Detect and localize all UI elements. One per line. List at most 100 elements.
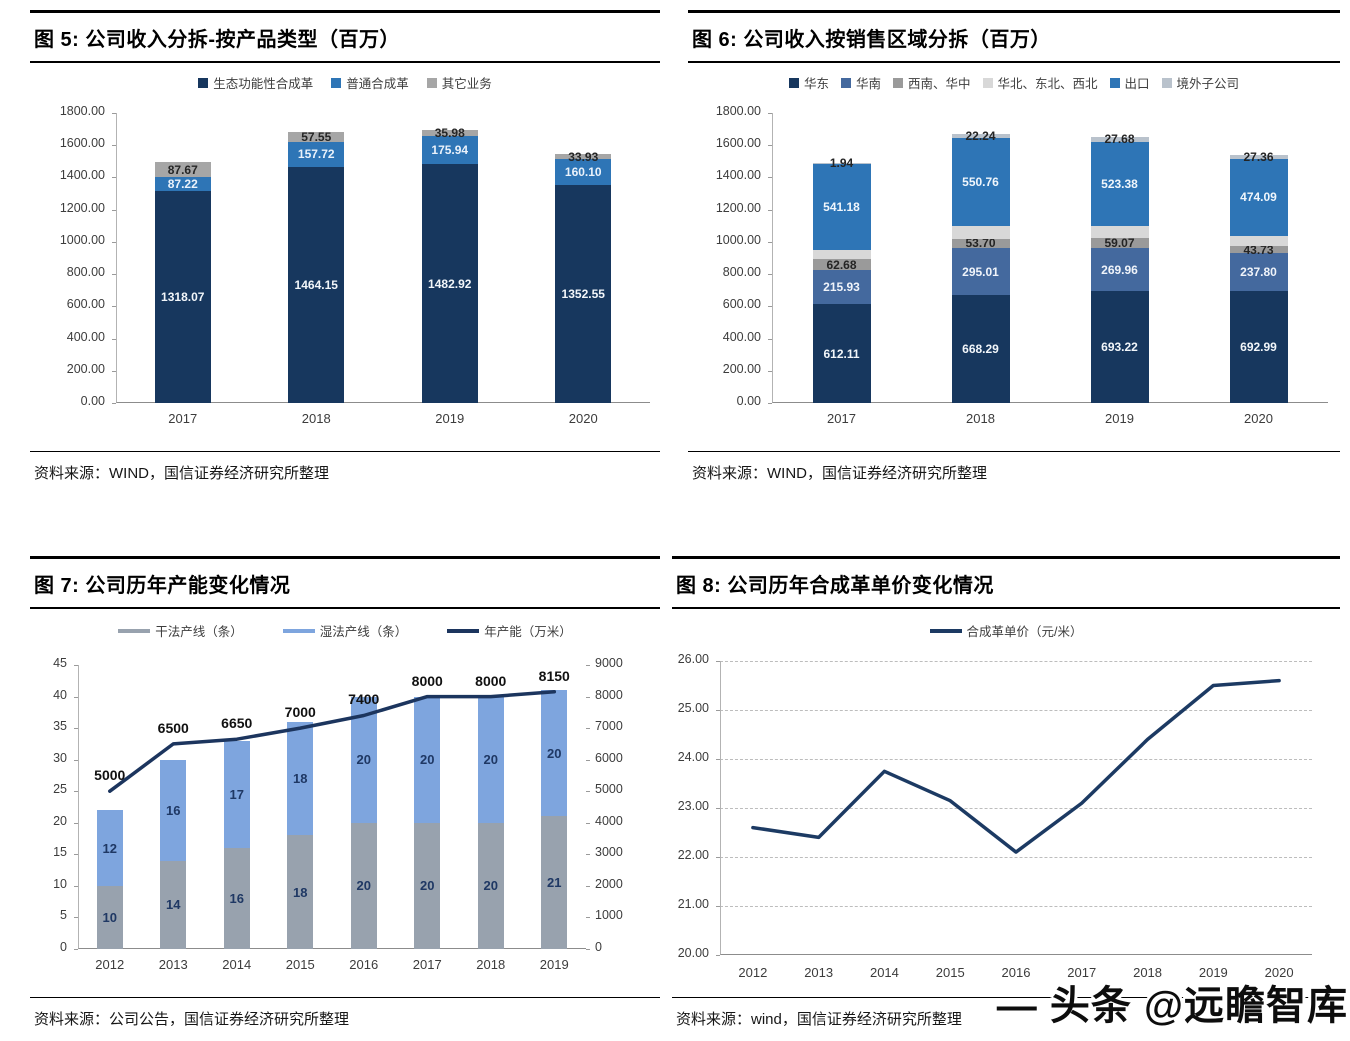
y-axis-tick-label: 1400.00 [59,168,105,183]
legend-item: 干法产线（条） [118,621,243,640]
y-axis-tick-label: 400.00 [722,329,761,344]
bar-value-label: 57.55 [301,130,332,145]
figure-panel-7: 图 7: 公司历年产能变化情况 干法产线（条） 湿法产线（条） 年产能（万米） 0 5 1… [30,556,660,1036]
legend-square-swatch [1161,77,1172,88]
legend-item: 其它业务 [426,73,492,92]
bar-segment [1229,235,1288,246]
y-axis-tick-mark [112,306,116,308]
legend-item: 合成革单价（元/米） [929,621,1082,640]
line-point-label: 8000 [475,672,507,689]
bar-value-label: 16 [166,802,181,818]
bar-segment: 33.93 [555,151,612,163]
legend-item: 华东 [788,73,829,92]
y-axis-tick-label: 1000.00 [59,232,105,247]
bar-value-label: 21 [547,875,562,891]
figure-panel-8: 图 8: 公司历年合成革单价变化情况 合成革单价（元/米） 20.00 21.00 2… [672,556,1340,1036]
y-axis-tick-label: 0.00 [80,394,105,408]
figure-8-chart: 合成革单价（元/米） 20.00 21.00 22.00 23.00 24.00 25.00… [672,609,1340,997]
x-axis-tick-label: 2014 [222,957,252,972]
y-axis-tick-label: 800.00 [66,265,105,280]
toutiao-watermark: — 头条 @远瞻智库 [996,984,1348,1028]
bar-segment: 20 [477,822,504,949]
figure-5-chart: 生态功能性合成革 普通合成革 其它业务 0.00 200.00 400.00 600.00 8… [30,63,660,451]
legend-label: 干法产线（条） [155,625,243,639]
bar-segment: 57.55 [288,130,345,145]
y-axis-tick-label: 1800.00 [715,104,761,118]
bar-segment: 157.72 [288,141,345,168]
legend-square-swatch [788,77,799,88]
y-axis-tick-label: 20.00 [677,946,709,960]
x-axis-tick-label: 2015 [285,957,315,972]
y-axis-tick-mark [716,808,720,809]
h-gridline [720,661,1312,662]
bar-value-label: 20 [483,878,498,894]
legend-item: 华北、东北、西北 [982,73,1098,92]
y-axis-tick-mark [716,857,720,858]
x-axis-tick-label: 2018 [966,411,995,426]
figure-7-source: 资料来源：公司公告，国信证券经济研究所整理 [30,997,660,1029]
y-axis-tick-mark [112,209,116,211]
legend-square-swatch [892,77,903,88]
bar-value-label: 20 [547,745,562,761]
bar-value-label: 269.96 [1101,262,1138,277]
y-axis-tick-mark [74,885,78,887]
x-axis-tick-label: 2017 [412,957,442,972]
line-point-label: 6500 [157,719,189,736]
bar-segment: 160.10 [555,159,612,186]
bar-segment: 1318.07 [154,190,211,403]
bar-value-label: 1352.55 [561,287,605,302]
plot-area [116,113,650,403]
bar-segment: 20 [414,822,441,949]
bar-value-label: 692.99 [1240,340,1277,355]
bar-segment: 523.38 [1090,141,1149,226]
y-axis-tick-mark [586,885,590,887]
legend-label: 其它业务 [441,77,492,91]
y-axis-tick-mark [586,917,590,919]
bar-segment: 237.80 [1229,253,1288,292]
figure-panel-5: 图 5: 公司收入分拆-按产品类型（百万） 生态功能性合成革 普通合成革 其它业务 0… [30,10,660,488]
bar-segment: 87.22 [154,176,211,191]
bar-value-label: 474.09 [1240,190,1277,205]
legend-label: 境外子公司 [1176,77,1240,91]
y-axis-tick-mark [716,759,720,760]
bar-segment: 17 [223,740,250,848]
price-line [751,678,1281,854]
bar-value-label: 43.73 [1243,242,1274,257]
bar-segment: 474.09 [1229,159,1288,236]
bar-segment: 22.24 [951,130,1010,142]
bar-value-label: 237.80 [1240,265,1277,280]
bar-segment: 1482.92 [421,164,478,403]
chart-legend: 干法产线（条） 湿法产线（条） 年产能（万米） [30,621,660,640]
line-point-label: 6650 [221,715,253,732]
bar-value-label: 215.93 [823,279,860,294]
y-axis-tick-mark [586,728,590,730]
y-axis-tick-label: 1000.00 [715,232,761,247]
legend-square-swatch [198,77,209,88]
x-axis-tick-label: 2016 [349,957,379,972]
y-axis-tick-label: 22.00 [677,848,709,862]
y-axis-tick-mark [112,177,116,179]
bar-segment: 541.18 [812,163,871,251]
bar-value-label: 20 [356,878,371,894]
y-axis-tick-label: 5 [60,908,67,923]
y-axis-tick-label: 26.00 [677,652,709,666]
bar-segment: 14 [160,860,187,949]
x-axis-tick-label: 2013 [158,957,188,972]
bar-segment: 10 [96,885,123,949]
bar-value-label: 1318.07 [161,289,205,304]
bar-segment: 43.73 [1229,242,1288,257]
x-axis-tick-label: 2019 [539,957,569,972]
y-axis-tick-label: 24.00 [677,750,709,764]
bar-value-label: 27.36 [1243,150,1274,165]
y-axis-tick-mark [74,728,78,730]
y-axis-tick-label-right: 4000 [595,813,623,828]
bar-value-label: 1.94 [829,156,854,171]
x-axis-tick-label: 2018 [1133,965,1163,980]
h-gridline [720,759,1312,760]
figure-panel-6: 图 6: 公司收入按销售区域分拆（百万） 华东 华南 西南、华中 华北、东北、西北 出口… [688,10,1340,488]
bar-segment: 612.11 [812,304,871,403]
legend-item: 出口 [1109,73,1150,92]
bar-segment: 18 [287,721,314,836]
y-axis-tick-mark [768,403,772,404]
y-axis-tick-label: 40 [53,687,67,702]
